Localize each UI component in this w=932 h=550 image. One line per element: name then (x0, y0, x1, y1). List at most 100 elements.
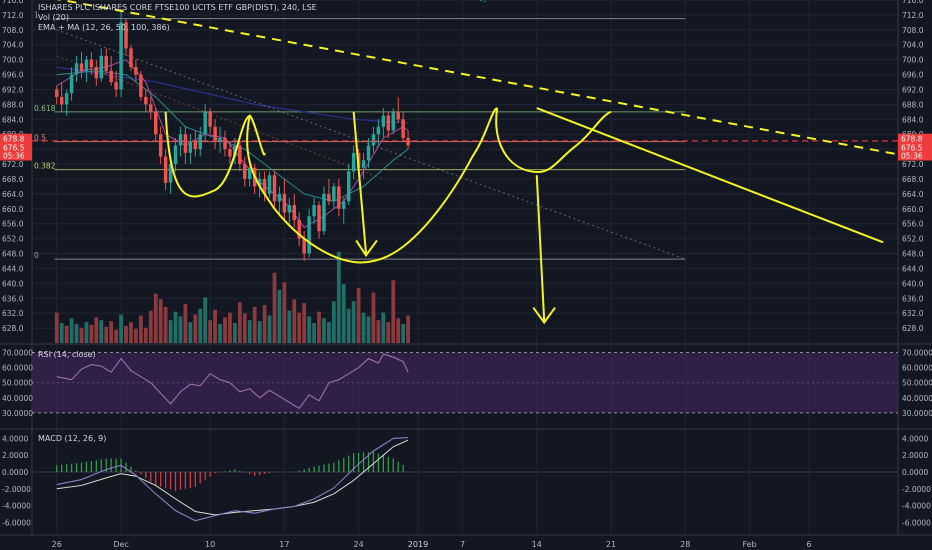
candle-body (104, 55, 108, 71)
price-tick-label: 692.0 (902, 85, 924, 94)
candle-body (109, 70, 113, 83)
price-tick-label: 644.0 (902, 264, 924, 273)
time-tick-label: 21 (606, 540, 616, 549)
candle-body (89, 59, 94, 68)
candle-body (208, 111, 212, 127)
volume-bar (54, 312, 59, 343)
volume-bar (203, 297, 208, 343)
macd-tick-label: -6.0000 (902, 518, 931, 527)
candle-body (238, 145, 242, 165)
macd-left-tick-label: 4.0000 (2, 434, 28, 443)
cup-head-drawing (246, 107, 498, 264)
volume-bar (148, 310, 153, 343)
candle-body (79, 63, 84, 71)
macd-indicator-label: MACD (12, 26, 9) (38, 434, 107, 443)
macd-tick-label: 0.0000 (902, 468, 928, 477)
candle-body (129, 48, 133, 68)
candle-body (351, 152, 356, 172)
left-price-tick-label: 704.0 (2, 41, 24, 50)
macd-tick-label: -2.0000 (902, 485, 931, 494)
volume-bar (104, 326, 109, 343)
right-shoulder-drawing (495, 107, 612, 174)
volume-bar (257, 321, 262, 343)
left-price-tick-label: 712.0 (2, 11, 24, 20)
volume-indicator-label: Vol (20) (38, 13, 69, 22)
price-marker-right (898, 150, 932, 161)
left-shoulder-drawing (164, 111, 266, 198)
price-marker-right-label: 678.8 (901, 135, 923, 144)
volume-bar (138, 315, 143, 343)
rsi-left-tick-label: 60.0000 (2, 364, 33, 373)
fib-level-label: 1 (34, 11, 39, 20)
candle-body (376, 126, 381, 135)
volume-bar (129, 322, 133, 343)
macd-signal-line (56, 439, 409, 516)
volume-bar (99, 320, 104, 343)
volume-bar (386, 322, 391, 343)
candle-body (178, 134, 183, 146)
volume-bar (213, 309, 217, 343)
volume-bar (178, 316, 183, 343)
candle-body (168, 164, 173, 183)
volume-bar (242, 313, 247, 343)
volume-bar (153, 293, 158, 343)
volume-bar (109, 321, 114, 343)
rsi-left-tick-label: 30.0000 (2, 409, 33, 418)
volume-bar (406, 315, 410, 343)
price-marker-right-label: 05:36 (901, 151, 923, 160)
candle-body (173, 145, 178, 165)
left-price-tick-label: 708.0 (2, 26, 24, 35)
time-tick-label: Feb (742, 540, 756, 549)
left-price-tick-label: 696.0 (2, 71, 24, 80)
top-dotted-mark (477, 0, 488, 3)
volume-bar (193, 314, 198, 343)
volume-bar (183, 304, 188, 343)
candle-body (144, 96, 148, 105)
left-price-tick-label: 652.0 (2, 235, 24, 244)
time-tick-label: 6 (806, 540, 811, 549)
candle-body (218, 137, 222, 142)
volume-bar (84, 322, 89, 343)
volume-bar (247, 320, 252, 343)
volume-bar (188, 322, 193, 343)
candle-body (228, 149, 232, 157)
chart-title: ISHARES PLC ISHARES CORE FTSE100 UCITS E… (38, 3, 317, 12)
volume-bar (124, 325, 128, 343)
price-marker-left-label: 676.5 (3, 143, 25, 152)
time-tick-label: 26 (52, 540, 62, 549)
price-marker-left-label: 678.8 (3, 135, 25, 144)
volume-bar (401, 324, 406, 343)
candle-body (371, 134, 376, 146)
volume-bar (322, 318, 326, 343)
candle-body (257, 178, 262, 187)
left-price-tick-label: 640.0 (2, 279, 24, 288)
rsi-tick-label: 40.0000 (902, 394, 932, 403)
volume-bar (64, 325, 69, 343)
time-tick-label: 2019 (408, 540, 428, 549)
volume-bar (302, 303, 307, 343)
candle-body (297, 219, 301, 239)
candle-body (193, 141, 198, 150)
price-tick-label: 640.0 (902, 279, 924, 288)
left-price-tick-label: 636.0 (2, 294, 24, 303)
candle-body (119, 22, 123, 90)
price-tick-label: 700.0 (902, 56, 924, 65)
down-arrow-shaft (352, 111, 368, 254)
candle-body (307, 216, 311, 254)
volume-bar (396, 318, 401, 343)
macd-tick-label: 2.0000 (902, 451, 928, 460)
volume-bar (391, 280, 396, 343)
volume-bar (168, 320, 173, 343)
candle-body (149, 104, 153, 112)
candle-body (337, 186, 341, 209)
volume-bar (331, 301, 336, 343)
volume-bar (317, 311, 321, 343)
candle-body (391, 111, 395, 131)
price-tick-label: 664.0 (902, 190, 924, 199)
rsi-tick-label: 60.0000 (902, 364, 932, 373)
left-price-tick-label: 700.0 (2, 56, 24, 65)
candle-body (361, 160, 366, 168)
candle-body (327, 193, 331, 202)
volume-bar (233, 323, 237, 343)
